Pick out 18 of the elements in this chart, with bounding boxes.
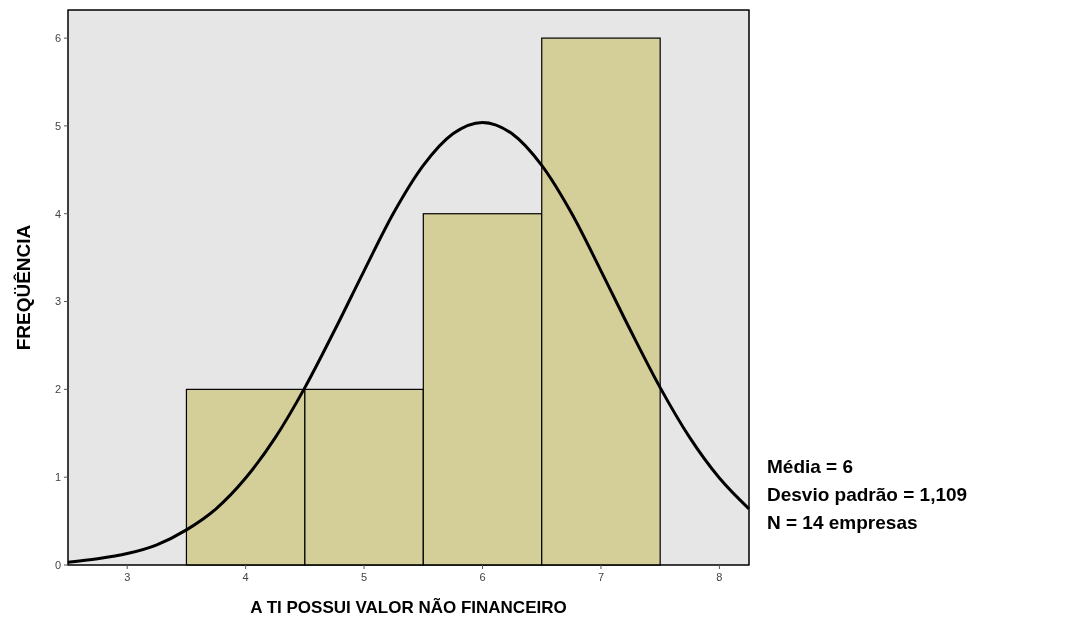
x-axis-title: A TI POSSUI VALOR NÃO FINANCEIRO [250,597,567,617]
y-tick-label: 4 [54,207,61,220]
text: N = 14 empresas [767,512,918,533]
y-tick-label: 6 [54,31,61,44]
x-tick-label: 4 [242,571,249,583]
y-tick-label: 1 [54,471,61,484]
y-tick-label: 3 [54,295,61,308]
y-tick-label: 5 [54,119,61,132]
y-tick-label: 2 [54,383,61,396]
y-axis-title: FREQÜÊNCIA [13,224,34,351]
x-tick-label: 7 [597,571,605,583]
x-tick-label: 5 [361,571,368,583]
y-tick-label: 0 [54,558,61,571]
x-tick-label: 3 [124,571,131,583]
x-tick-label: 6 [479,571,486,583]
x-tick-label: 8 [716,571,723,583]
text: Média = 6 [767,456,854,477]
text: Desvio padrão = 1,109 [767,484,968,505]
